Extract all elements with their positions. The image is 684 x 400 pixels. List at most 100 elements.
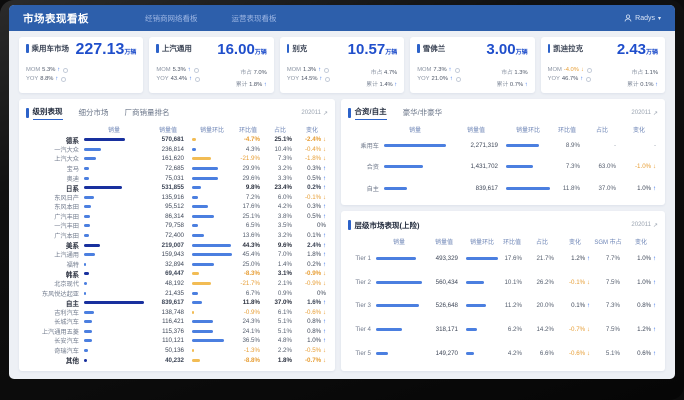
sales-bar[interactable] bbox=[84, 147, 101, 151]
sales-bar[interactable] bbox=[84, 157, 96, 161]
nav-tab-dealer-network[interactable]: 经销商网络看板 bbox=[145, 13, 198, 23]
sales-bar[interactable] bbox=[466, 280, 485, 284]
table-row[interactable]: 乘用车 2,271,319 8.9% - - bbox=[348, 136, 658, 156]
sales-bar[interactable] bbox=[84, 214, 91, 218]
negative-bar[interactable] bbox=[192, 157, 212, 161]
sales-bar[interactable] bbox=[84, 253, 96, 257]
sales-bar[interactable] bbox=[192, 176, 219, 180]
table-row[interactable]: Tier 4 318,171 6.2% 14.2% -0.7% ↓ 7.5% 1.2% ↑ bbox=[348, 319, 658, 341]
table-row[interactable]: Tier 1 493,329 17.6% 21.7% 1.2% ↑ 7.7% 1.0% ↑ bbox=[348, 248, 658, 270]
sales-bar[interactable] bbox=[84, 339, 92, 343]
table-row[interactable]: 合资 1,431,702 7.3% 63.0% -1.0% ↓ bbox=[348, 157, 658, 177]
sales-bar[interactable] bbox=[192, 253, 232, 257]
sales-bar[interactable] bbox=[84, 167, 90, 171]
sales-bar[interactable] bbox=[384, 186, 407, 190]
sales-bar[interactable] bbox=[466, 257, 498, 261]
nav-tab-operation[interactable]: 运营表现看板 bbox=[231, 13, 277, 23]
info-icon[interactable] bbox=[61, 76, 67, 82]
sales-bar[interactable] bbox=[376, 328, 403, 332]
tab-level-performance[interactable]: 级别表现 bbox=[32, 106, 63, 120]
table-row[interactable]: 长安汽车 110,121 36.5% 4.8% 1.0% ↑ bbox=[26, 336, 328, 345]
sales-bar[interactable] bbox=[506, 186, 550, 190]
info-icon[interactable] bbox=[193, 67, 199, 73]
negative-bar[interactable] bbox=[192, 310, 194, 314]
sales-bar[interactable] bbox=[192, 262, 215, 266]
table-row[interactable]: 东风悦达起亚 21,435 6.7% 0.9% 0% bbox=[26, 288, 328, 298]
sales-bar[interactable] bbox=[84, 224, 90, 228]
table-row[interactable]: 北京现代 48,192 -21.7% 2.1% -0.9% ↓ bbox=[26, 279, 328, 288]
sales-bar[interactable] bbox=[84, 301, 144, 305]
sales-bar[interactable] bbox=[466, 304, 487, 308]
kpi-card-4[interactable]: 雪佛兰 3.00万辆 MOM 7.3% ↑ YOY 21.0% ↑ 市占 1.3% 累… bbox=[410, 37, 535, 93]
sales-bar[interactable] bbox=[192, 339, 225, 343]
sales-bar[interactable] bbox=[192, 320, 214, 324]
table-row[interactable]: 一汽大众 236,814 4.3% 10.4% -0.4% ↓ bbox=[26, 145, 328, 154]
table-row[interactable]: Tier 3 526,648 11.2% 20.0% 0.1% ↑ 7.3% 0.8% ↑ bbox=[348, 295, 658, 317]
table-row[interactable]: Tier 2 560,434 10.1% 26.2% -0.1% ↓ 7.5% 1.0% ↑ bbox=[348, 271, 658, 293]
table-row[interactable]: 韩系 69,447 -8.3% 3.1% -0.9% ↓ bbox=[26, 269, 328, 279]
table-row[interactable]: 其他 40,232 -8.8% 1.8% -0.7% ↓ bbox=[26, 355, 328, 366]
info-icon[interactable] bbox=[324, 67, 330, 73]
kpi-card-2[interactable]: 上汽通用 16.00万辆 MOM 5.3% ↑ YOY 43.4% ↑ 市占 7.0… bbox=[149, 37, 274, 93]
sales-bar[interactable] bbox=[84, 234, 90, 238]
tab-luxury-nonluxury[interactable]: 豪华/非豪华 bbox=[402, 107, 443, 117]
table-row[interactable]: 宝马 72,685 29.9% 3.2% 0.3% ↑ bbox=[26, 164, 328, 173]
sales-bar[interactable] bbox=[192, 224, 198, 228]
table-row[interactable]: 福特 32,894 25.0% 1.4% 0.2% ↑ bbox=[26, 260, 328, 269]
sales-bar[interactable] bbox=[192, 243, 232, 247]
negative-bar[interactable] bbox=[192, 358, 200, 362]
table-row[interactable]: 长城汽车 116,421 24.3% 5.1% 0.8% ↑ bbox=[26, 317, 328, 326]
kpi-card-1[interactable]: 乘用车市场 227.13万辆 MOM 5.3% ↑ YOY 8.8% ↑ bbox=[19, 37, 144, 93]
table-row[interactable]: 德系 570,681 -4.7% 25.1% -2.4% ↓ bbox=[26, 135, 328, 145]
info-icon[interactable] bbox=[455, 76, 461, 82]
table-row[interactable]: 奥迪 75,031 29.6% 3.3% 0.5% ↑ bbox=[26, 173, 328, 183]
period-selector[interactable]: 202011 ↗ bbox=[301, 110, 328, 117]
sales-bar[interactable] bbox=[376, 280, 422, 284]
sales-bar[interactable] bbox=[192, 301, 203, 305]
info-icon[interactable] bbox=[63, 67, 69, 73]
table-row[interactable]: 上汽大众 161,620 -21.9% 7.3% -1.8% ↓ bbox=[26, 154, 328, 163]
sales-bar[interactable] bbox=[84, 281, 88, 285]
table-row[interactable]: 日系 531,855 9.8% 23.4% 0.2% ↑ bbox=[26, 183, 328, 193]
info-icon[interactable] bbox=[325, 76, 331, 82]
sales-bar[interactable] bbox=[84, 262, 87, 266]
sales-bar[interactable] bbox=[192, 205, 208, 209]
sales-bar[interactable] bbox=[376, 257, 417, 261]
negative-bar[interactable] bbox=[192, 281, 212, 285]
user-menu[interactable]: Radys ▾ bbox=[624, 14, 661, 22]
sales-bar[interactable] bbox=[384, 144, 446, 148]
sales-bar[interactable] bbox=[84, 272, 89, 276]
sales-bar[interactable] bbox=[384, 165, 424, 169]
sales-bar[interactable] bbox=[84, 205, 91, 209]
sales-bar[interactable] bbox=[84, 310, 94, 314]
table-row[interactable]: 广汽本田 72,400 13.6% 3.2% 0.1% ↑ bbox=[26, 231, 328, 240]
negative-bar[interactable] bbox=[192, 272, 200, 276]
sales-bar[interactable] bbox=[376, 351, 389, 355]
sales-bar[interactable] bbox=[192, 195, 199, 199]
negative-bar[interactable] bbox=[192, 349, 194, 352]
table-row[interactable]: 奇瑞汽车 50,136 -1.3% 2.2% -0.5% ↓ bbox=[26, 346, 328, 355]
info-icon[interactable] bbox=[586, 67, 592, 73]
table-row[interactable]: 吉利汽车 138,748 -0.9% 6.1% -0.6% ↓ bbox=[26, 308, 328, 317]
table-row[interactable]: 自主 839,617 11.8% 37.0% 1.0% ↑ bbox=[348, 178, 658, 198]
sales-bar[interactable] bbox=[84, 329, 93, 333]
sales-bar[interactable] bbox=[84, 358, 87, 362]
sales-bar[interactable] bbox=[376, 304, 420, 308]
table-row[interactable]: 上汽通用五菱 115,376 24.1% 5.1% 0.8% ↑ bbox=[26, 327, 328, 336]
sales-bar[interactable] bbox=[192, 234, 204, 238]
table-row[interactable]: 美系 219,007 44.3% 9.6% 2.4% ↑ bbox=[26, 241, 328, 251]
table-row[interactable]: 广汽丰田 86,314 25.1% 3.8% 0.5% ↑ bbox=[26, 212, 328, 221]
sales-bar[interactable] bbox=[84, 186, 122, 190]
table-row[interactable]: Tier 5 149,270 4.2% 6.6% -0.6% ↓ 5.1% 0.6% ↑ bbox=[348, 342, 658, 364]
negative-bar[interactable] bbox=[192, 138, 197, 142]
sales-bar[interactable] bbox=[84, 243, 100, 247]
period-selector[interactable]: 202011 ↗ bbox=[631, 110, 658, 117]
sales-bar[interactable] bbox=[506, 165, 534, 169]
table-row[interactable]: 一汽丰田 79,758 6.5% 3.5% 0% bbox=[26, 221, 328, 230]
table-row[interactable]: 自主 839,617 11.8% 37.0% 1.6% ↑ bbox=[26, 298, 328, 308]
sales-bar[interactable] bbox=[466, 328, 478, 332]
sales-bar[interactable] bbox=[84, 138, 125, 142]
info-icon[interactable] bbox=[195, 76, 200, 82]
sales-bar[interactable] bbox=[192, 186, 201, 190]
sales-bar[interactable] bbox=[192, 291, 198, 295]
